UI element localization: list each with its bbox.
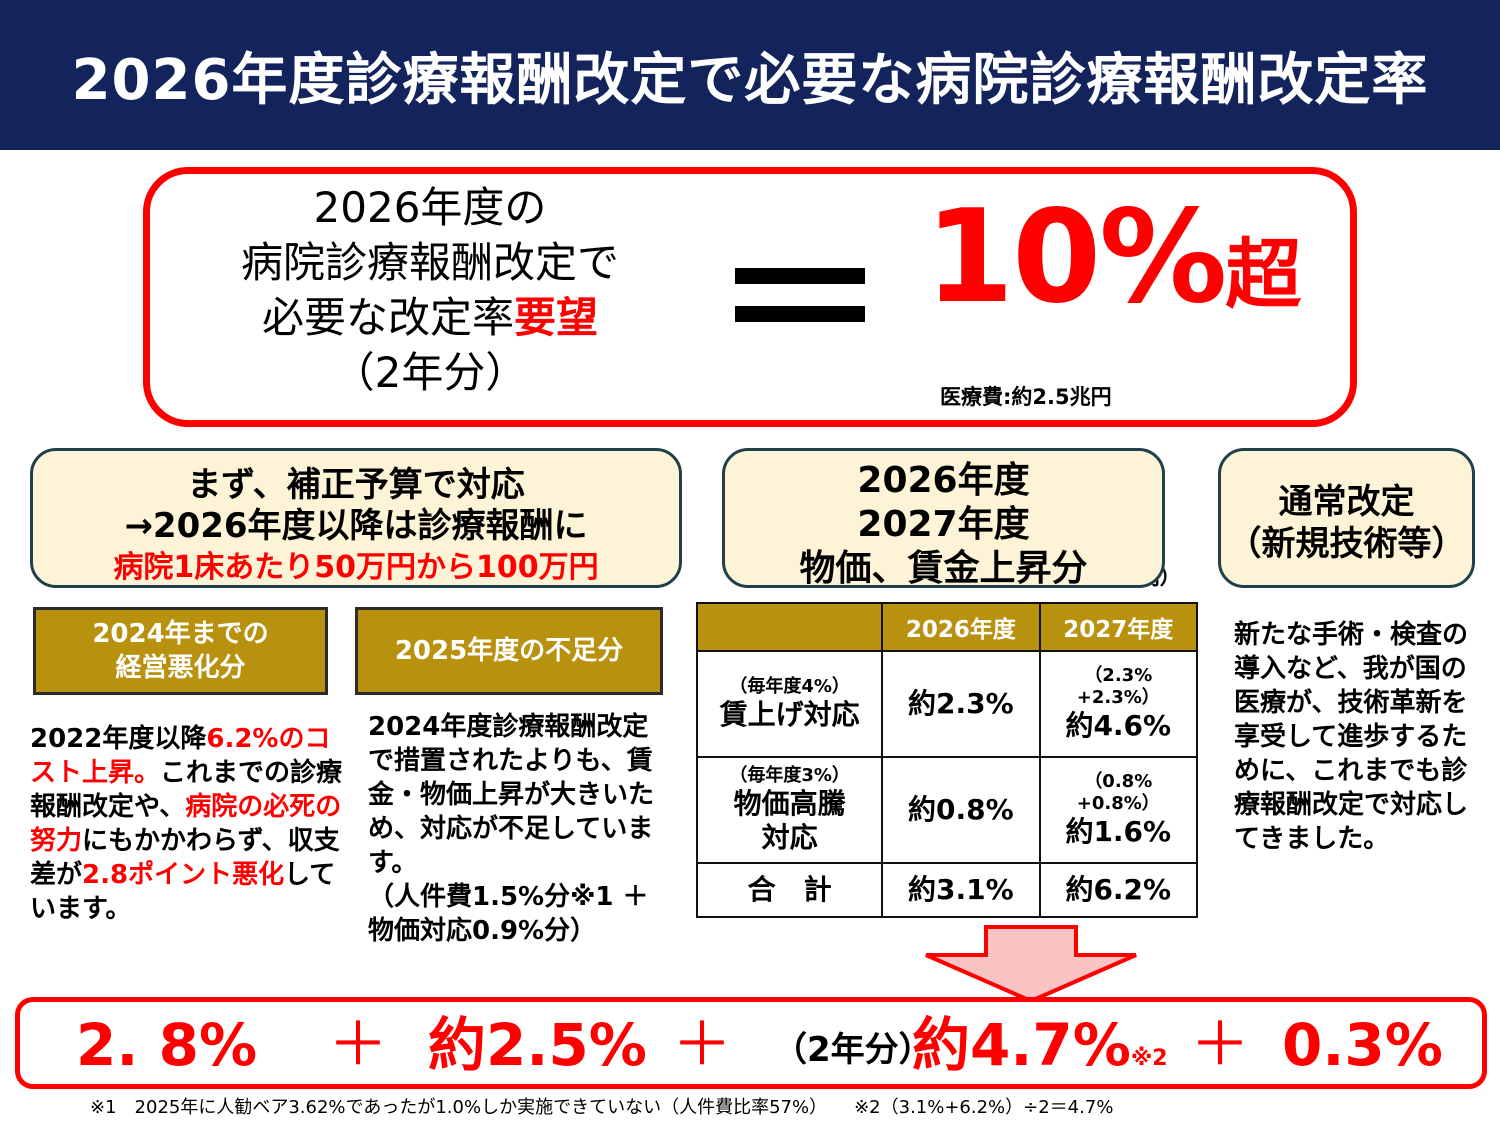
plus-sign: ＋ [328, 1010, 388, 1080]
two-year-label: （2年分） [773, 1030, 933, 1070]
rate-table: 2026年度 2027年度 （毎年度4%） 賃上げ対応 約2.3% （2.3% … [695, 602, 1199, 918]
equals-sign [735, 268, 865, 344]
cell-value: 約2.3% [908, 687, 1014, 720]
box-a-line-1: まず、補正予算で対応 [187, 465, 525, 505]
text2-note-2: 物価対応0.9%分） [368, 916, 597, 946]
summary-request-word: 要望 [514, 293, 599, 342]
summary-box [143, 167, 1357, 427]
cell-value: 約3.1% [908, 873, 1014, 906]
result-box [15, 997, 1487, 1089]
table-row: （毎年度3%） 物価高騰 対応 約0.8% （0.8% +0.8%） 約1.6% [695, 756, 1199, 864]
row-label: 対応 [761, 821, 818, 854]
text1-cost-rise: 6.2%のコスト上昇。 [30, 724, 331, 788]
row-label: 合 計 [747, 873, 832, 906]
plus-sign: ＋ [1190, 1010, 1250, 1080]
summary-line-2: 病院診療報酬改定で [240, 238, 619, 287]
summary-line-3: 必要な改定率要望 [150, 290, 710, 345]
table-row-label: 合 計 [695, 862, 884, 918]
footnote: ※1 2025年に人勧ベア3.62%であったが1.0%しか実施できていない（人件… [90, 1097, 1114, 1118]
box-b-line-1: 2026年度 [857, 460, 1030, 501]
table-row-total: 合 計 約3.1% 約6.2% [695, 862, 1199, 918]
table-cell: 約2.3% [881, 650, 1041, 758]
box-a-line-3: 病院1床あたり50万円から100万円 [113, 550, 599, 585]
label-2024-deterioration: 2024年までの 経営悪化分 [33, 607, 328, 695]
plus-sign: ＋ [672, 1010, 732, 1080]
summary-line-1: 2026年度の [313, 183, 547, 232]
cell-value: 約1.6% [1065, 815, 1172, 848]
result-value-price-wage: 約4.7%※2 [912, 1010, 1168, 1094]
deterioration-text: 2022年度以降6.2%のコスト上昇。これまでの診療報酬改定や、病院の必死の努力… [30, 722, 348, 926]
cell-value: 約6.2% [1065, 873, 1172, 906]
supplementary-budget-box: まず、補正予算で対応 →2026年度以降は診療報酬に 病院1床あたり50万円から… [30, 448, 682, 588]
table-cell: （0.8% +0.8%） 約1.6% [1038, 756, 1199, 864]
page-title: 2026年度診療報酬改定で必要な病院診療報酬改定率 [71, 47, 1429, 113]
result-value-regular: 0.3% [1282, 1011, 1443, 1079]
table-header-cell [695, 602, 884, 652]
table-cell: 約3.1% [881, 862, 1041, 918]
text1-part-3: これまでの診療報酬改定や、 [30, 758, 343, 822]
required-rate-value: 10% [925, 183, 1227, 332]
box-c-line-1: 通常改定 [1278, 482, 1415, 522]
result-value-deterioration: 2. 8% [76, 1011, 258, 1079]
required-rate-suffix: 超 [1225, 230, 1302, 319]
box-b-line-3: 物価、賃金上昇分 [799, 548, 1088, 589]
text2-note-1: （人件費1.5%分※1 ＋ [368, 882, 649, 912]
text2-body: 2024年度診療報酬改定で措置されたよりも、賃金・物価上昇が大きいため、対応が不… [368, 712, 655, 878]
result-note-mark: ※2 [1130, 1046, 1168, 1071]
text1-hospital-effort: 病院の必死の努力 [30, 792, 342, 856]
gold-1-line-2: 経営悪化分 [115, 653, 246, 683]
down-arrow-icon [925, 925, 1137, 1003]
cell-note: （2.3% [1084, 665, 1153, 686]
cell-note: +0.8%） [1076, 793, 1160, 814]
regular-revision-text: 新たな手術・検査の導入など、我が国の医療が、技術革新を享受して進歩するために、こ… [1234, 620, 1469, 854]
table-cell: 約0.8% [881, 756, 1041, 864]
row-label: 物価高騰 [733, 787, 846, 820]
row-sub-label: （毎年度3%） [729, 765, 850, 786]
result-value-price-wage-number: 約4.7% [912, 1011, 1131, 1079]
equals-bar-top [735, 268, 865, 284]
text1-part-7: しています。 [30, 860, 336, 924]
table-header-row: 2026年度 2027年度 [695, 602, 1199, 652]
summary-line-3-text: 必要な改定率 [261, 293, 514, 342]
gold-1-line-1: 2024年までの [92, 619, 269, 649]
table-row: （毎年度4%） 賃上げ対応 約2.3% （2.3% +2.3%） 約4.6% [695, 650, 1199, 758]
table-header-cell: 2027年度 [1038, 602, 1199, 652]
table-header-cell: 2026年度 [881, 602, 1041, 652]
page-header: 2026年度診療報酬改定で必要な病院診療報酬改定率 [0, 0, 1500, 150]
table-row-label: （毎年度3%） 物価高騰 対応 [695, 756, 884, 864]
price-wage-box: 2026年度 2027年度 物価、賃金上昇分 [722, 448, 1165, 589]
cell-value: 約4.6% [1065, 709, 1172, 742]
summary-line-4: （2年分） [332, 348, 528, 397]
box-b-line-2: 2027年度 [857, 504, 1030, 545]
row-label: 賃上げ対応 [719, 698, 860, 731]
table-cell: （2.3% +2.3%） 約4.6% [1038, 650, 1199, 758]
regular-revision-box: 通常改定 （新規技術等） [1218, 448, 1475, 588]
required-rate: 10%超 [925, 183, 1305, 332]
text1-deterioration: 2.8ポイント悪化 [82, 860, 285, 890]
cell-value: 約0.8% [908, 793, 1014, 826]
text1-part-1: 2022年度以降 [30, 724, 207, 754]
row-sub-label: （毎年度4%） [729, 676, 850, 697]
result-value-shortfall: 約2.5% [428, 1011, 647, 1079]
cell-note: （0.8% [1084, 771, 1153, 792]
equals-bar-bottom [735, 306, 865, 322]
shortfall-text: 2024年度診療報酬改定で措置されたよりも、賃金・物価上昇が大きいため、対応が不… [368, 710, 664, 948]
box-c-line-2: （新規技術等） [1227, 524, 1466, 564]
table-row-label: （毎年度4%） 賃上げ対応 [695, 650, 884, 758]
box-a-line-2: →2026年度以降は診療報酬に [124, 506, 588, 546]
summary-text: 2026年度の 病院診療報酬改定で 必要な改定率要望 （2年分） [150, 180, 710, 400]
cost-medical: 医療費:約2.5兆円 [940, 385, 1112, 409]
text1-part-5: にもかかわらず、収支差が [30, 826, 340, 890]
label-2025-shortfall: 2025年度の不足分 [355, 607, 663, 695]
table-cell: 約6.2% [1038, 862, 1199, 918]
cell-note: +2.3%） [1076, 687, 1160, 708]
